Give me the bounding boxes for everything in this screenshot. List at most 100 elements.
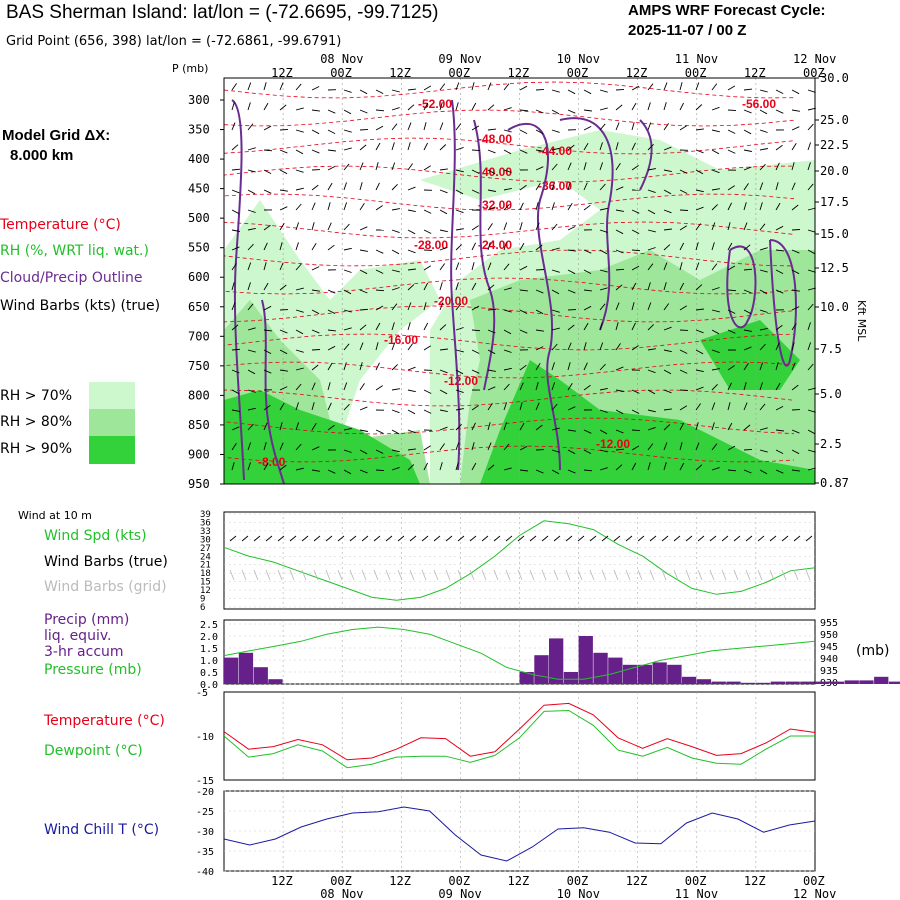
wind-barb [343,109,352,115]
wind-barb [407,464,415,471]
wind-barb [663,262,668,271]
wind-barb [247,209,256,213]
wind-barb [295,383,302,391]
wind-barb [743,109,752,114]
wind-barb-true [793,535,801,542]
wind-barb [343,163,350,171]
wind-barb [759,309,768,313]
wind-barb [727,289,737,292]
wind-barb-true [649,535,657,542]
wind-barb [615,464,623,471]
wind-barb [791,204,799,211]
wind-barb [503,383,510,391]
height-tick-label: 17.5 [820,195,849,209]
wind-barb [775,182,779,191]
wind-barb [375,109,385,112]
wind-barb [647,247,656,251]
legend-rh80-swatch [89,409,135,436]
wind-barb [615,389,624,392]
wind-barb-grid [349,569,355,581]
wind-barb [743,149,752,152]
wind-barb [551,289,560,295]
wind-barb [455,327,464,331]
wind-barb [455,349,464,353]
wind-barb [775,362,779,371]
wind-barb [663,123,669,131]
wind-barb [423,122,427,131]
wind-barb [375,449,384,454]
wind-barb [775,144,783,151]
temperature-contour-label: -56.00 [742,97,776,111]
wind-speed-tick-label: 30 [200,535,211,545]
wind-barb [455,244,463,251]
wind-barb [423,389,432,394]
wind-barb [327,329,336,332]
wind-barb [311,242,317,251]
wind-barb [487,464,495,471]
temperature-isotherm [223,277,795,295]
wind-barb [535,166,544,171]
wind-barb [727,382,732,391]
wind-barb [359,449,368,455]
wind-barb [647,282,651,291]
wind-barb [471,125,480,131]
wind-speed-tick-label: 24 [200,552,211,562]
wind-barb [727,265,736,271]
precip-bar [563,672,579,684]
wind-barb [663,189,672,195]
temperature-isotherm [223,417,795,435]
wind-barb [279,349,288,355]
wind-barb [711,106,720,111]
wind-barb [407,104,415,111]
wind-barb-grid [601,569,607,581]
wind-barb-grid [301,569,307,581]
wind-barb [279,262,284,271]
wind-barb [263,169,272,175]
wind-barb [775,429,784,432]
wind-barb [375,429,384,434]
wind-barb [727,129,736,134]
wind-barb [679,242,685,251]
wind-barb-true [337,535,345,542]
wind-barb [231,369,240,374]
wind-barb [519,382,524,391]
wind-barb [327,289,336,294]
wind-barb-true [505,535,513,542]
wind-barb-true [805,535,813,542]
wind-barb [599,142,603,151]
wind-barb [295,367,304,371]
wind-barb [631,122,635,131]
pressure-tick-label-right: 950 [820,630,838,641]
wind-barb [423,229,432,234]
wind-barb [791,109,800,112]
wind-barb [295,287,304,291]
wind-barb [663,169,672,173]
wind-barb [615,229,624,235]
precip-bar [268,679,283,684]
wind-barb [807,303,814,311]
wind-barb-grid [625,569,631,581]
wind-barb [423,282,429,291]
wind-barb [407,409,416,415]
wind-barb [423,102,429,111]
legend-pressure: Pressure (mb) [44,662,142,678]
wind-barb [423,165,431,171]
wind-barb [519,469,528,472]
top-date-label: 11 Nov [675,52,718,66]
wind-barb-true [289,535,297,542]
wind-barb [231,246,240,251]
wind-barb [631,229,640,235]
wind-barb [695,169,704,175]
wind-barb [775,249,784,252]
height-tick-label: 25.0 [820,113,849,127]
wind-barb [455,408,464,411]
wind-barb [679,462,685,471]
wind-barb [455,282,459,291]
wind-barb [391,229,400,234]
wind-barb [631,209,640,214]
wind-barb [471,349,480,354]
wind-barb [455,189,464,195]
wind-barb [295,329,304,335]
wind-barb [551,382,556,391]
wind-barb [391,183,398,191]
